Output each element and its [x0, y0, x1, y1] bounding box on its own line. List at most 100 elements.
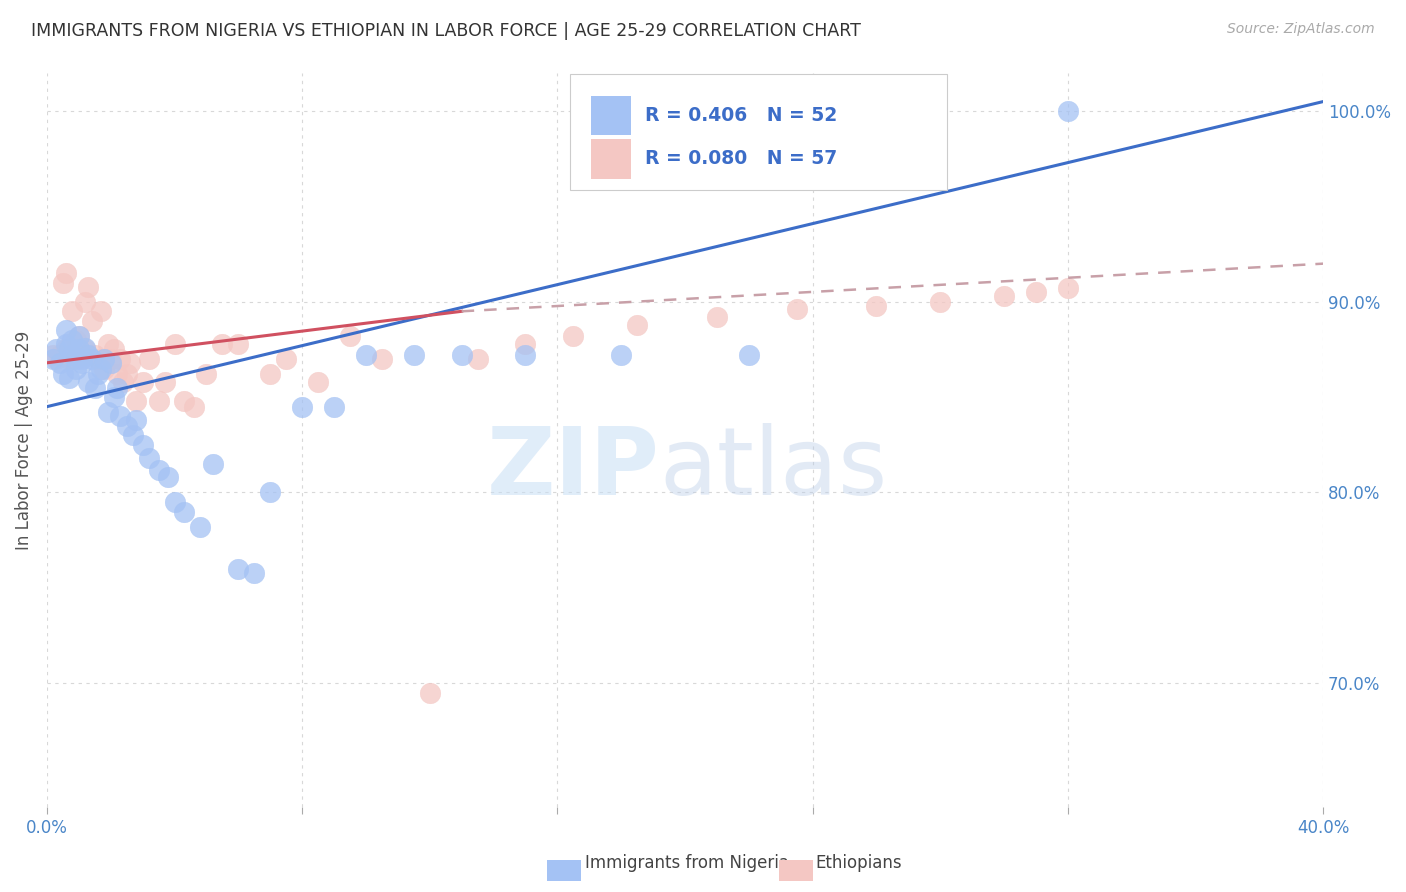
Point — [80, 314, 103, 328]
Point — [786, 302, 808, 317]
Point — [75, 294, 97, 309]
Point — [62, 348, 84, 362]
Point — [105, 381, 128, 395]
Point — [163, 495, 186, 509]
Point — [65, 333, 87, 347]
Point — [90, 361, 112, 376]
Point — [188, 520, 211, 534]
Point — [125, 413, 148, 427]
Point — [52, 368, 75, 382]
Point — [58, 343, 80, 357]
Point — [626, 318, 648, 332]
Point — [259, 485, 281, 500]
Point — [110, 351, 132, 366]
Point — [259, 368, 281, 382]
Point — [738, 348, 761, 362]
Point — [173, 504, 195, 518]
Point — [42, 351, 65, 366]
Point — [87, 351, 110, 366]
Point — [55, 266, 77, 280]
Point — [75, 343, 97, 357]
Text: R = 0.080   N = 57: R = 0.080 N = 57 — [645, 149, 838, 169]
Point — [70, 351, 93, 366]
Point — [865, 299, 887, 313]
Text: IMMIGRANTS FROM NIGERIA VS ETHIOPIAN IN LABOR FORCE | AGE 25-29 CORRELATION CHAR: IMMIGRANTS FROM NIGERIA VS ETHIOPIAN IN … — [31, 22, 860, 40]
FancyBboxPatch shape — [591, 139, 631, 178]
Point — [153, 375, 176, 389]
Point — [993, 289, 1015, 303]
Point — [467, 351, 489, 366]
Point — [77, 375, 100, 389]
Point — [48, 348, 70, 362]
Y-axis label: In Labor Force | Age 25-29: In Labor Force | Age 25-29 — [15, 330, 32, 549]
Point — [45, 351, 67, 366]
Point — [195, 368, 218, 382]
Point — [228, 336, 250, 351]
Point — [138, 351, 160, 366]
Point — [67, 329, 90, 343]
Point — [562, 329, 585, 343]
Point — [450, 348, 472, 362]
Point — [80, 351, 103, 366]
Point — [70, 356, 93, 370]
Point — [96, 405, 118, 419]
Point — [67, 343, 90, 357]
Point — [62, 351, 84, 366]
Point — [65, 361, 87, 376]
Point — [45, 343, 67, 357]
Point — [515, 336, 537, 351]
Point — [93, 351, 115, 366]
Point — [339, 329, 361, 343]
Point — [112, 375, 135, 389]
Point — [55, 343, 77, 357]
Point — [276, 351, 298, 366]
Point — [148, 393, 170, 408]
Text: Source: ZipAtlas.com: Source: ZipAtlas.com — [1227, 22, 1375, 37]
Text: Ethiopians: Ethiopians — [815, 855, 903, 872]
Text: atlas: atlas — [659, 424, 887, 516]
Point — [148, 462, 170, 476]
Point — [515, 348, 537, 362]
Point — [323, 400, 346, 414]
Point — [131, 438, 153, 452]
Point — [75, 341, 97, 355]
Text: ZIP: ZIP — [486, 424, 659, 516]
Point — [419, 686, 441, 700]
Point — [115, 368, 138, 382]
Point — [243, 566, 266, 580]
Point — [67, 343, 90, 357]
Point — [103, 343, 125, 357]
Point — [929, 294, 952, 309]
Point — [211, 336, 233, 351]
Point — [83, 348, 105, 362]
FancyBboxPatch shape — [571, 74, 946, 190]
Point — [1057, 281, 1080, 295]
Point — [58, 371, 80, 385]
Point — [110, 409, 132, 424]
Point — [610, 348, 633, 362]
FancyBboxPatch shape — [591, 95, 631, 136]
Point — [228, 562, 250, 576]
Point — [307, 375, 329, 389]
Point — [115, 418, 138, 433]
Point — [42, 348, 65, 362]
Point — [93, 361, 115, 376]
Point — [131, 375, 153, 389]
Point — [90, 304, 112, 318]
Point — [706, 310, 728, 324]
Point — [55, 323, 77, 337]
Point — [83, 381, 105, 395]
Point — [103, 390, 125, 404]
Text: Immigrants from Nigeria: Immigrants from Nigeria — [585, 855, 789, 872]
Point — [67, 329, 90, 343]
Point — [58, 351, 80, 366]
Point — [163, 336, 186, 351]
Point — [183, 400, 205, 414]
Point — [354, 348, 377, 362]
Point — [157, 470, 180, 484]
Point — [122, 428, 145, 442]
Point — [100, 351, 122, 366]
Point — [1025, 285, 1047, 300]
Point — [173, 393, 195, 408]
Point — [77, 348, 100, 362]
